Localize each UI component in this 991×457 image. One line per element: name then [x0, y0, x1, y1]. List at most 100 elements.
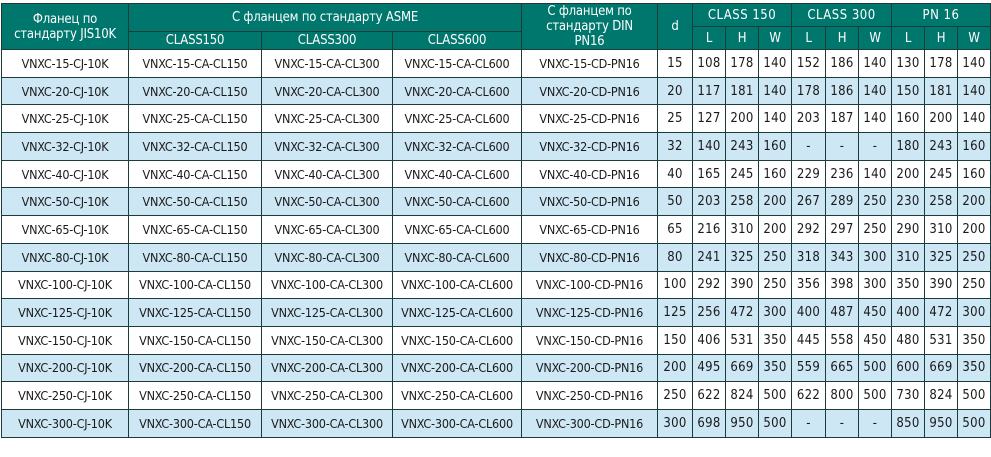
table-cell: VNXC-125-CA-CL150 — [128, 298, 262, 327]
table-cell: 531 — [924, 325, 958, 355]
table-cell: 32 — [657, 132, 693, 161]
table-cell: 398 — [825, 270, 859, 300]
table-cell: 125 — [657, 298, 693, 327]
table-cell: 500 — [957, 408, 991, 438]
table-row: VNXC-80-CJ-10K VNXC-80-CA-CL150 VNXC-80-CA… — [1, 242, 991, 272]
table-cell: VNXC-100-CA-CL600 — [392, 270, 522, 300]
table-cell: VNXC-100-CA-CL150 — [128, 270, 262, 300]
table-cell: 229 — [791, 159, 826, 189]
table-cell: 165 — [692, 159, 726, 189]
table-cell: 140 — [957, 49, 991, 78]
table-cell: 140 — [957, 104, 991, 134]
table-cell: 300 — [758, 298, 792, 327]
table-cell: VNXC-20-CA-CL300 — [261, 76, 393, 106]
table-cell: - — [825, 132, 859, 161]
table-cell: 500 — [758, 408, 792, 438]
table-row: VNXC-20-CJ-10K VNXC-20-CA-CL150 VNXC-20-CA… — [1, 76, 991, 106]
table-cell: 250 — [957, 270, 991, 300]
table-cell: 117 — [692, 76, 726, 106]
table-cell: 472 — [924, 298, 958, 327]
table-body: VNXC-15-CJ-10K VNXC-15-CA-CL150 VNXC-15-CA… — [1, 49, 991, 438]
table-cell: 622 — [791, 381, 826, 410]
table-cell: 310 — [891, 242, 925, 272]
table-cell: 200 — [657, 353, 693, 383]
table-cell: 140 — [858, 159, 892, 189]
table-cell: 140 — [758, 104, 792, 134]
table-row: VNXC-25-CJ-10K VNXC-25-CA-CL150 VNXC-25-CA… — [1, 104, 991, 134]
table-cell: 300 — [957, 298, 991, 327]
header-asme-class150: CLASS150 — [128, 31, 262, 50]
table-cell: VNXC-250-CJ-10K — [1, 381, 129, 410]
table-cell: 140 — [957, 76, 991, 106]
table-cell: 200 — [758, 215, 792, 244]
table-cell: 325 — [725, 242, 759, 272]
header-din: С фланцем по стандарту DIN PN16 — [521, 3, 658, 50]
table-cell: 250 — [957, 242, 991, 272]
table-cell: VNXC-200-CJ-10K — [1, 353, 129, 383]
table-cell: 450 — [858, 298, 892, 327]
table-cell: 600 — [891, 353, 925, 383]
table-cell: 850 — [891, 408, 925, 438]
table-cell: VNXC-20-CA-CL600 — [392, 76, 522, 106]
table-cell: VNXC-50-CA-CL300 — [261, 187, 393, 217]
table-cell: VNXC-20-CA-CL150 — [128, 76, 262, 106]
table-cell: VNXC-20-CJ-10K — [1, 76, 129, 106]
table-cell: 297 — [825, 215, 859, 244]
table-cell: 160 — [957, 159, 991, 189]
table-cell: 127 — [692, 104, 726, 134]
table-cell: VNXC-125-CD-PN16 — [521, 298, 658, 327]
table-cell: - — [825, 408, 859, 438]
table-cell: 310 — [725, 215, 759, 244]
table-cell: 824 — [725, 381, 759, 410]
table-cell: 178 — [924, 49, 958, 78]
header-jis: Фланец по стандарту JIS10K — [1, 3, 129, 50]
table-cell: VNXC-150-CD-PN16 — [521, 325, 658, 355]
table-cell: 390 — [924, 270, 958, 300]
table-cell: VNXC-15-CA-CL300 — [261, 49, 393, 78]
table-cell: 267 — [791, 187, 826, 217]
table-cell: VNXC-80-CA-CL600 — [392, 242, 522, 272]
table-cell: 245 — [924, 159, 958, 189]
table-cell: VNXC-300-CA-CL300 — [261, 408, 393, 438]
table-cell: VNXC-25-CA-CL600 — [392, 104, 522, 134]
table-cell: 160 — [758, 159, 792, 189]
table-cell: 800 — [825, 381, 859, 410]
table-cell: VNXC-300-CA-CL600 — [392, 408, 522, 438]
table-cell: VNXC-40-CD-PN16 — [521, 159, 658, 189]
table-cell: VNXC-80-CA-CL150 — [128, 242, 262, 272]
header-dim: H — [825, 26, 859, 50]
table-cell: 245 — [725, 159, 759, 189]
table-cell: 160 — [891, 104, 925, 134]
table-cell: VNXC-125-CJ-10K — [1, 298, 129, 327]
table-cell: VNXC-100-CD-PN16 — [521, 270, 658, 300]
table-cell: VNXC-40-CA-CL150 — [128, 159, 262, 189]
table-cell: VNXC-125-CA-CL300 — [261, 298, 393, 327]
table-cell: 230 — [891, 187, 925, 217]
table-cell: 200 — [924, 104, 958, 134]
table-cell: 50 — [657, 187, 693, 217]
header-group-pn16: PN 16 — [891, 3, 991, 27]
table-row: VNXC-32-CJ-10K VNXC-32-CA-CL150 VNXC-32-CA… — [1, 132, 991, 161]
table-cell: 300 — [858, 270, 892, 300]
table-cell: VNXC-150-CA-CL600 — [392, 325, 522, 355]
table-cell: - — [858, 132, 892, 161]
table-cell: VNXC-50-CA-CL600 — [392, 187, 522, 217]
table-row: VNXC-125-CJ-10K VNXC-125-CA-CL150 VNXC-125… — [1, 298, 991, 327]
table-cell: VNXC-250-CA-CL300 — [261, 381, 393, 410]
table-cell: 480 — [891, 325, 925, 355]
table-cell: VNXC-250-CA-CL150 — [128, 381, 262, 410]
table-cell: 300 — [657, 408, 693, 438]
table-cell: 665 — [825, 353, 859, 383]
table-cell: 350 — [758, 325, 792, 355]
table-row: VNXC-300-CJ-10K VNXC-300-CA-CL150 VNXC-300… — [1, 408, 991, 438]
table-cell: 40 — [657, 159, 693, 189]
table-cell: 180 — [891, 132, 925, 161]
table-cell: 445 — [791, 325, 826, 355]
header-dim: L — [791, 26, 826, 50]
table-cell: VNXC-150-CA-CL300 — [261, 325, 393, 355]
table-cell: VNXC-65-CJ-10K — [1, 215, 129, 244]
table-cell: 15 — [657, 49, 693, 78]
header-dim: W — [957, 26, 991, 50]
table-cell: 236 — [825, 159, 859, 189]
header-dim: H — [924, 26, 958, 50]
